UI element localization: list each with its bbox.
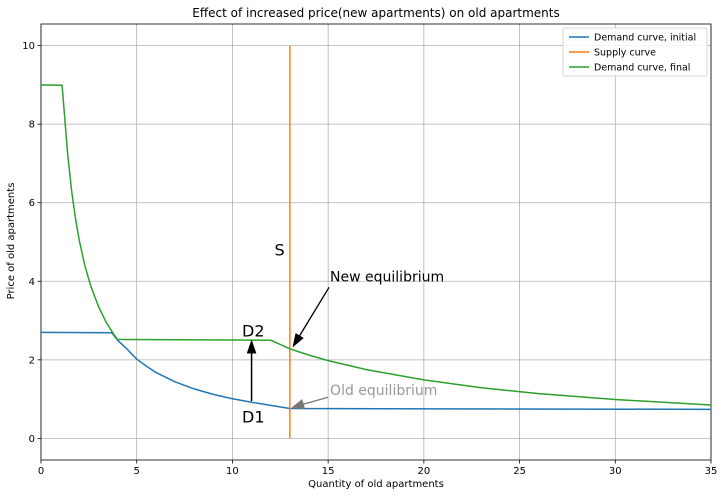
x-tick-label: 15 [322,466,335,477]
y-tick-label: 4 [29,277,35,288]
series-lines [40,45,712,439]
y-tick-label: 0 [29,434,35,445]
x-tick-label: 30 [609,466,622,477]
legend-label-3: Demand curve, final [594,63,690,74]
x-axis-label: Quantity of old apartments [308,479,444,490]
old-equilibrium-arrow-head [291,399,306,410]
y-tick-label: 10 [22,41,35,52]
annotations: S D1 D2 New equilibrium Old equilibrium [242,241,444,427]
axes-frame [40,23,712,461]
old-equilibrium-label: Old equilibrium [330,383,437,399]
ticks: 0 5 10 15 20 25 30 35 0 2 4 6 8 10 [22,41,717,477]
x-tick-label: 35 [705,466,718,477]
legend-label-2: Supply curve [594,48,656,59]
y-tick-label: 8 [29,120,35,131]
chart-title: Effect of increased price(new apartments… [192,6,559,20]
old-equilibrium-arrow-shaft [303,396,329,405]
new-equilibrium-arrow-shaft [299,286,330,337]
demand-label-d1: D1 [242,408,265,427]
new-equilibrium-arrow-head [292,332,304,348]
legend: Demand curve, initial Supply curve Demand … [562,27,708,77]
x-tick-label: 0 [38,466,44,477]
y-axis-label: Price of old apartments [6,183,17,300]
shift-arrow-head [246,339,257,354]
y-tick-label: 6 [29,198,35,209]
series-line-1 [40,331,712,411]
new-equilibrium-label: New equilibrium [330,269,444,285]
y-tick-label: 2 [29,355,35,366]
legend-label-1: Demand curve, initial [594,33,696,44]
x-tick-label: 25 [513,466,526,477]
legend-box [562,27,708,77]
series-line-3 [40,84,712,406]
x-tick-label: 20 [417,466,430,477]
axes [40,23,712,461]
x-tick-label: 10 [226,466,239,477]
x-tick-label: 5 [134,466,140,477]
supply-label-s: S [275,241,285,260]
demand-label-d2: D2 [242,321,265,340]
